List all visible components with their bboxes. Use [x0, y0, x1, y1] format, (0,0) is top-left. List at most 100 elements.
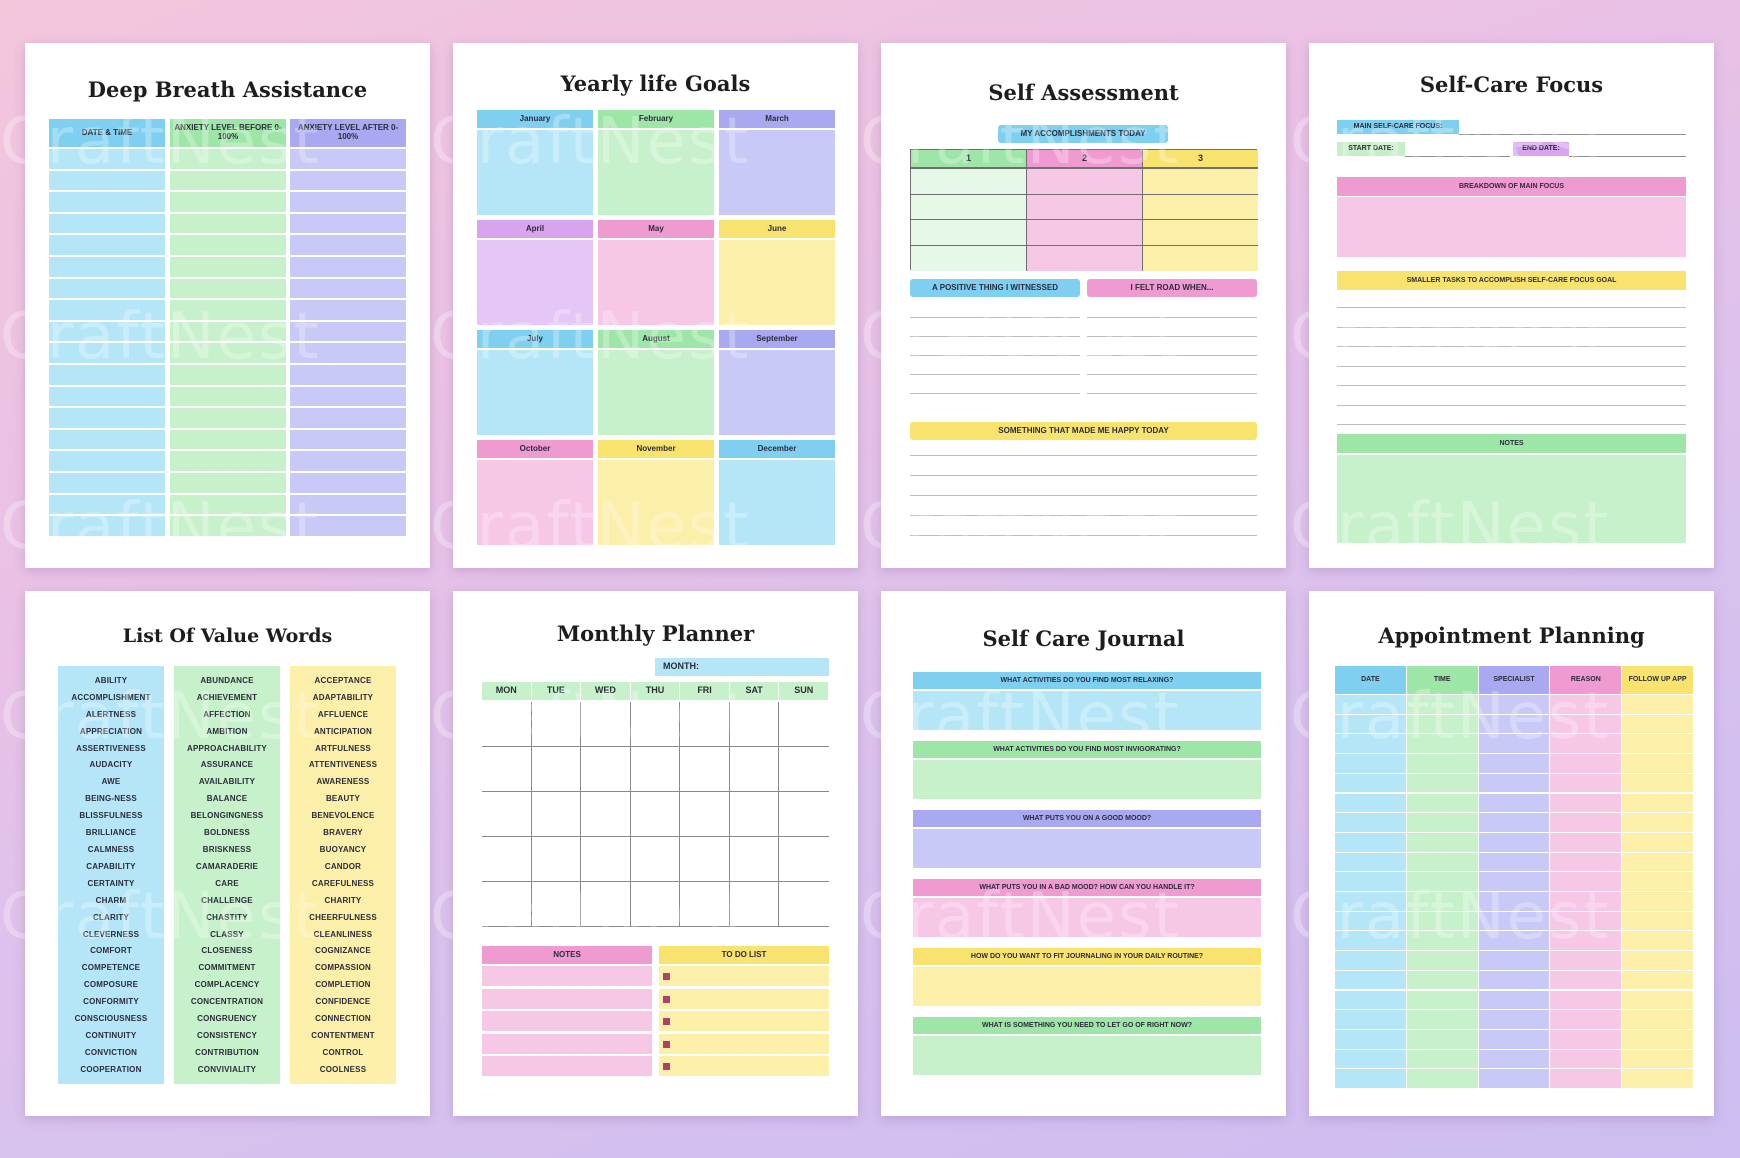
positive-line — [910, 317, 1080, 318]
column-header-date-time: DATE & TIME — [49, 119, 165, 147]
log-cell — [290, 149, 406, 169]
value-word: CONSCIOUSNESS — [74, 1014, 148, 1024]
value-word: ABUNDANCE — [200, 675, 254, 685]
log-cell — [290, 300, 406, 320]
positive-line — [910, 355, 1080, 356]
appointment-cell — [1406, 892, 1478, 911]
appointment-cell — [1406, 951, 1478, 970]
appointment-cell — [1335, 911, 1406, 931]
log-cell — [170, 386, 286, 407]
value-word: COMPLACENCY — [194, 980, 260, 990]
log-cell — [290, 494, 406, 515]
appointment-cell — [1335, 793, 1406, 813]
log-cell — [49, 278, 165, 299]
appointment-cell — [1406, 714, 1478, 734]
weekday-tue: TUE — [531, 682, 581, 700]
task-line — [1337, 365, 1686, 367]
month-header-july: July — [477, 330, 593, 348]
value-word: COMMITMENT — [198, 963, 256, 973]
appointment-cell — [1622, 695, 1693, 714]
log-cell — [170, 170, 286, 191]
value-word: APPRECIATION — [79, 726, 143, 736]
main-focus-line — [1459, 134, 1686, 135]
value-word: COMPLETION — [315, 980, 371, 990]
calendar-day-cell — [630, 747, 681, 792]
appointment-cell — [1478, 1049, 1550, 1069]
value-word: ARTFULNESS — [315, 743, 371, 753]
appointment-cell — [1550, 1010, 1622, 1029]
log-cell — [170, 343, 286, 363]
calendar-day-cell — [531, 792, 582, 837]
appointment-cell — [1406, 852, 1478, 872]
journal-answer-box — [913, 1036, 1261, 1075]
month-header-november: November — [598, 440, 714, 458]
happy-line — [910, 515, 1257, 516]
log-cell — [49, 300, 165, 320]
todo-row — [659, 1011, 829, 1031]
appointment-cell — [1335, 892, 1406, 911]
month-header-december: December — [719, 440, 835, 458]
page-self-assessment: Self Assessment MY ACCOMPLISHMENTS TODAY… — [881, 43, 1286, 568]
journal-answer-box — [913, 898, 1261, 937]
log-cell — [290, 365, 406, 385]
value-word: AFFLUENCE — [317, 709, 369, 719]
weekday-wed: WED — [581, 682, 630, 700]
appointment-cell — [1622, 754, 1693, 773]
todo-row — [659, 988, 829, 1009]
appointment-cell — [1478, 951, 1550, 970]
task-line — [1337, 385, 1686, 386]
value-words-column-3: ACCEPTANCE ADAPTABILITY AFFLUENCE ANTICIPAT… — [290, 666, 396, 1084]
calendar-day-cell — [581, 747, 631, 792]
appointment-cell — [1406, 813, 1478, 832]
appointment-cell — [1622, 734, 1693, 754]
log-cell — [49, 451, 165, 471]
page-title: Monthly Planner — [556, 621, 755, 646]
calendar-day-cell — [729, 792, 780, 837]
value-word: BEING-NESS — [85, 794, 137, 804]
appointment-cell — [1335, 734, 1406, 754]
month-header-may: May — [598, 220, 714, 238]
value-word: COMPASSION — [314, 963, 372, 973]
appointment-cell — [1478, 793, 1550, 813]
value-word: ATTENTIVENESS — [308, 760, 378, 770]
appointment-cell — [1550, 754, 1622, 773]
log-cell — [170, 516, 286, 536]
log-cell — [49, 473, 165, 493]
appointment-cell — [1622, 852, 1693, 872]
value-word: BALANCE — [206, 794, 248, 804]
breakdown-header: BREAKDOWN OF MAIN FOCUS — [1337, 177, 1686, 196]
calendar-day-cell — [581, 882, 631, 927]
value-word: CHARM — [95, 895, 127, 905]
appointment-cell — [1335, 1049, 1406, 1069]
month-goal-box — [598, 350, 714, 435]
calendar-day-cell — [581, 702, 631, 747]
appointment-cell — [1406, 793, 1478, 813]
month-header-september: September — [719, 330, 835, 348]
appointment-cell — [1622, 714, 1693, 734]
appointment-cell — [1478, 813, 1550, 832]
column-header-anxiety-before: ANXIETY LEVEL BEFORE 0-100% — [170, 119, 286, 147]
positive-line — [910, 393, 1080, 394]
journal-question-header: WHAT IS SOMETHING YOU NEED TO LET GO OF … — [913, 1017, 1261, 1034]
page-title: Deep Breath Assistance — [87, 77, 368, 102]
log-cell — [170, 149, 286, 169]
appointment-cell — [1550, 990, 1622, 1010]
appointment-cell — [1406, 872, 1478, 891]
task-line — [1337, 424, 1686, 425]
notes-row — [482, 988, 652, 1009]
calendar-day-cell — [729, 702, 780, 747]
calendar-day-cell — [482, 837, 532, 882]
appointment-cell — [1478, 970, 1550, 990]
value-word: CONVIVIALITY — [197, 1064, 257, 1074]
month-goal-box — [719, 460, 835, 545]
month-header-april: April — [477, 220, 593, 238]
value-word: COGNIZANCE — [315, 946, 371, 956]
calendar-day-cell — [779, 882, 829, 927]
end-date-label: END DATE: — [1513, 142, 1569, 156]
value-word: CONSISTENCY — [197, 1030, 257, 1040]
weekday-fri: FRI — [680, 682, 729, 700]
appointment-cell — [1478, 714, 1550, 734]
column-header-1: 1 — [911, 150, 1027, 168]
appointment-cell — [1550, 911, 1622, 931]
appointment-cell — [1406, 1029, 1478, 1049]
